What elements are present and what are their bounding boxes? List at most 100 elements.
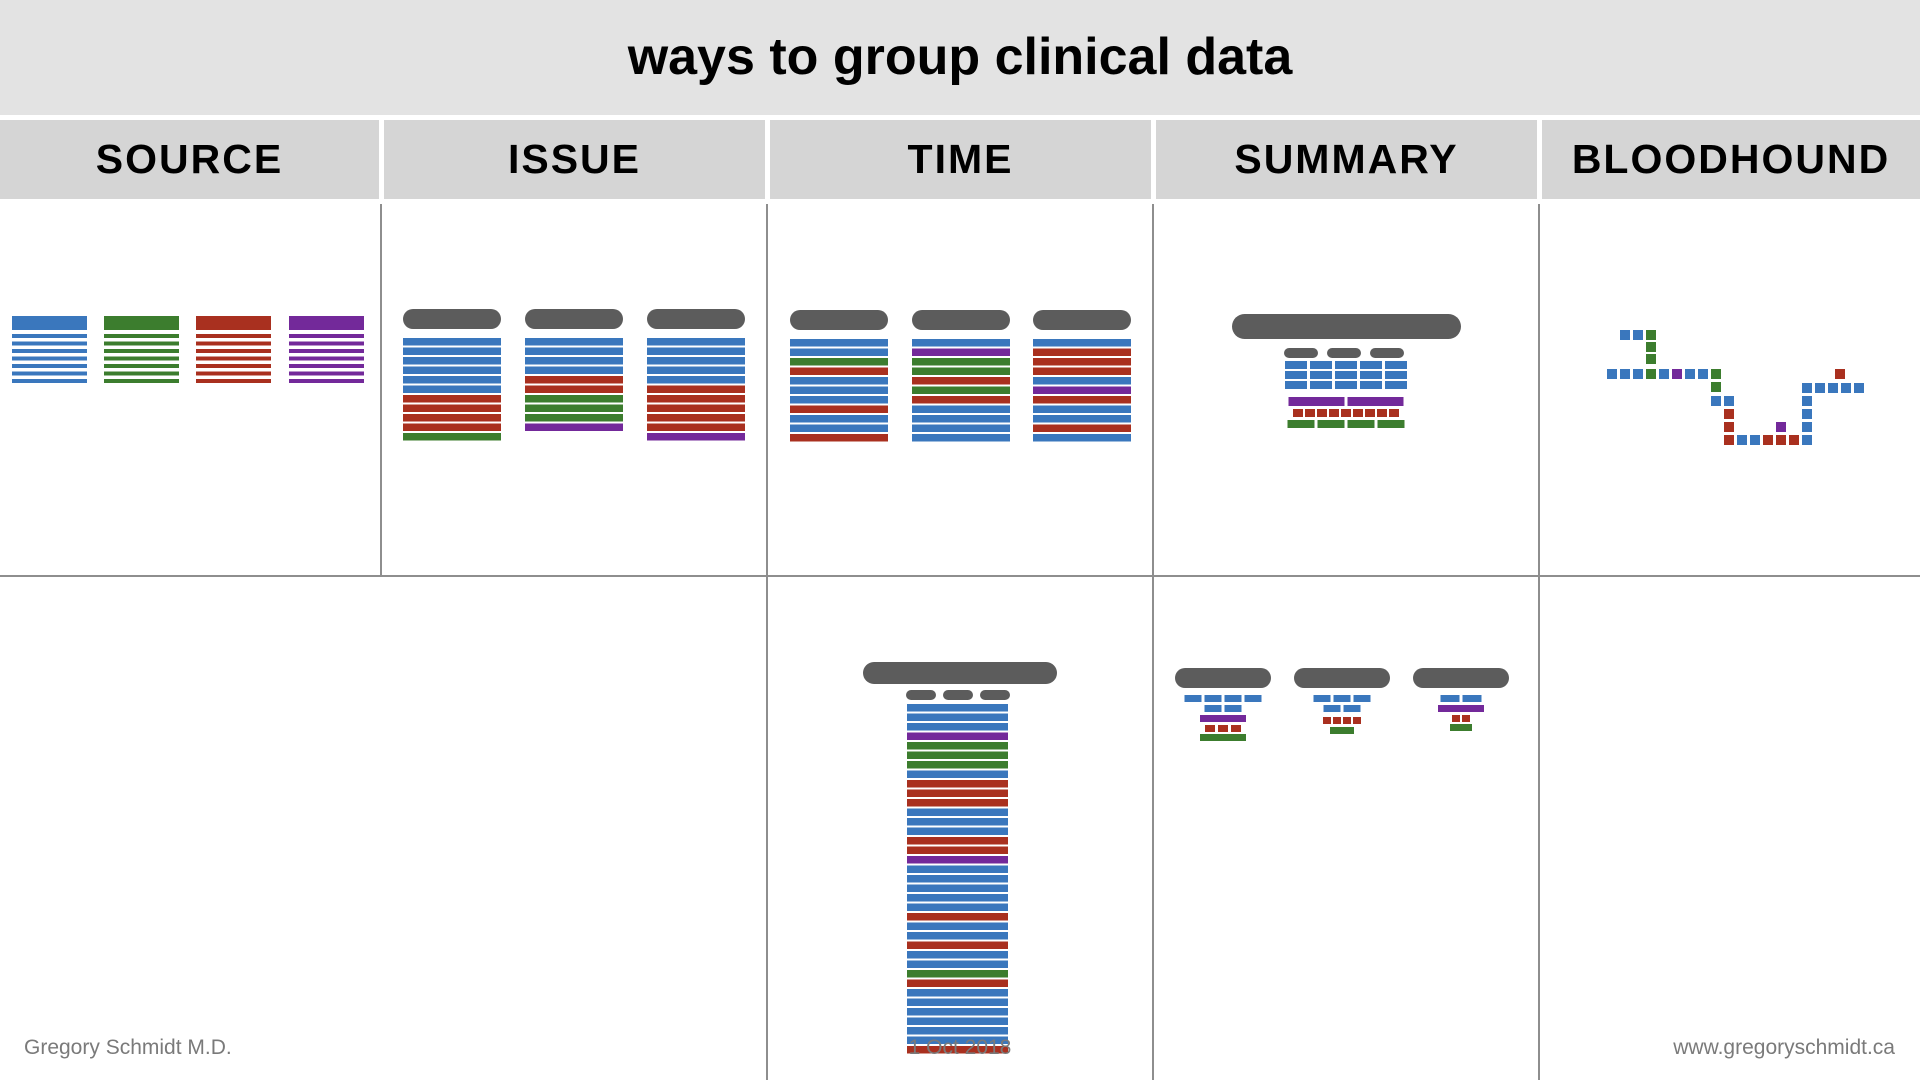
issue-record-bar — [403, 376, 501, 384]
source-record-bar — [289, 356, 364, 361]
timeline-record-bar — [907, 856, 1008, 864]
source-record-bar — [12, 356, 87, 361]
timeline-record-bar — [907, 808, 1008, 816]
issue-record-bar — [647, 395, 745, 403]
source-record-bar — [196, 349, 271, 353]
timeline-record-bar — [907, 979, 1008, 987]
bloodhound-record — [1802, 396, 1812, 406]
source-record-bar — [196, 371, 271, 376]
issue-record-bar — [525, 357, 623, 365]
timeline-record-bar — [907, 713, 1008, 721]
summary-header-small — [1294, 668, 1390, 688]
footer-author: Gregory Schmidt M.D. — [24, 1036, 232, 1059]
source-record-bar — [196, 334, 271, 338]
bloodhound-record — [1724, 396, 1734, 406]
summary-brick — [1310, 361, 1332, 369]
source-group-header — [196, 316, 271, 330]
time-record-bar — [1033, 377, 1131, 385]
grid-divider — [1538, 204, 1540, 1080]
summary-subheader — [1370, 348, 1404, 358]
timeline-record-bar — [907, 941, 1008, 949]
bloodhound-record — [1646, 369, 1656, 379]
bloodhound-record — [1698, 369, 1708, 379]
summary-brick — [1389, 409, 1399, 417]
column-label-summary: SUMMARY — [1234, 136, 1459, 182]
bloodhound-record — [1659, 369, 1669, 379]
time-record-bar — [790, 405, 888, 413]
source-record-bar — [12, 379, 87, 383]
summary-brick-small — [1323, 705, 1341, 712]
time-record-bar — [912, 405, 1010, 413]
summary-brick-small — [1452, 715, 1460, 722]
summary-brick — [1360, 381, 1382, 389]
summary-brick-small — [1224, 695, 1242, 702]
summary-brick-small — [1218, 725, 1228, 732]
summary-brick — [1317, 409, 1327, 417]
source-record-bar — [104, 341, 179, 346]
bloodhound-record — [1750, 435, 1760, 445]
summary-brick-small — [1333, 717, 1341, 724]
issue-record-bar — [525, 414, 623, 422]
bloodhound-record — [1607, 369, 1617, 379]
grid-divider — [380, 204, 382, 576]
timeline-record-bar — [907, 932, 1008, 940]
time-record-bar — [1033, 434, 1131, 442]
column-label-time: TIME — [907, 136, 1014, 182]
timeline-record-bar — [907, 998, 1008, 1006]
timeline-record-bar — [907, 827, 1008, 835]
column-header-source: SOURCE — [0, 120, 379, 199]
summary-brick — [1310, 381, 1332, 389]
source-record-bar — [289, 341, 364, 346]
summary-brick — [1377, 409, 1387, 417]
summary-brick-small — [1333, 695, 1351, 702]
timeline-record-bar — [907, 884, 1008, 892]
time-record-bar — [790, 386, 888, 394]
bloodhound-record — [1776, 422, 1786, 432]
summary-brick-small — [1440, 695, 1460, 702]
issue-record-bar — [647, 423, 745, 431]
bloodhound-record — [1737, 435, 1747, 445]
issue-record-bar — [403, 414, 501, 422]
summary-brick-small — [1353, 717, 1361, 724]
time-record-bar — [1033, 339, 1131, 347]
bloodhound-record — [1646, 354, 1656, 364]
summary-brick — [1353, 409, 1363, 417]
time-record-bar — [912, 386, 1010, 394]
grid-divider — [766, 204, 768, 1080]
timeline-record-bar — [907, 751, 1008, 759]
column-header-bloodhound: BLOODHOUND — [1542, 120, 1920, 199]
time-record-bar — [1033, 348, 1131, 356]
footer-website: www.gregoryschmidt.ca — [1673, 1036, 1895, 1059]
source-record-bar — [196, 341, 271, 346]
timeline-record-bar — [907, 951, 1008, 959]
source-record-bar — [196, 364, 271, 368]
summary-brick — [1335, 361, 1357, 369]
grid-divider — [1152, 204, 1154, 1080]
source-record-bar — [12, 334, 87, 338]
bloodhound-record — [1646, 342, 1656, 352]
timeline-record-bar — [907, 846, 1008, 854]
summary-brick-small — [1224, 705, 1242, 712]
time-group-header — [912, 310, 1010, 330]
bloodhound-record — [1763, 435, 1773, 445]
summary-brick — [1341, 409, 1351, 417]
source-record-bar — [12, 341, 87, 346]
bloodhound-record — [1711, 382, 1721, 392]
source-record-bar — [12, 371, 87, 376]
time-record-bar — [790, 348, 888, 356]
time-record-bar — [790, 424, 888, 432]
time-record-bar — [912, 339, 1010, 347]
summary-brick-small — [1205, 725, 1215, 732]
timeline-record-bar — [907, 970, 1008, 978]
summary-brick — [1347, 420, 1375, 428]
timeline-record-bar — [907, 1008, 1008, 1016]
time-record-bar — [912, 348, 1010, 356]
summary-brick — [1360, 361, 1382, 369]
issue-record-bar — [525, 376, 623, 384]
source-record-bar — [196, 356, 271, 361]
bloodhound-record — [1620, 369, 1630, 379]
timeline-record-bar — [907, 704, 1008, 712]
summary-brick-small — [1330, 727, 1354, 734]
issue-record-bar — [525, 423, 623, 431]
